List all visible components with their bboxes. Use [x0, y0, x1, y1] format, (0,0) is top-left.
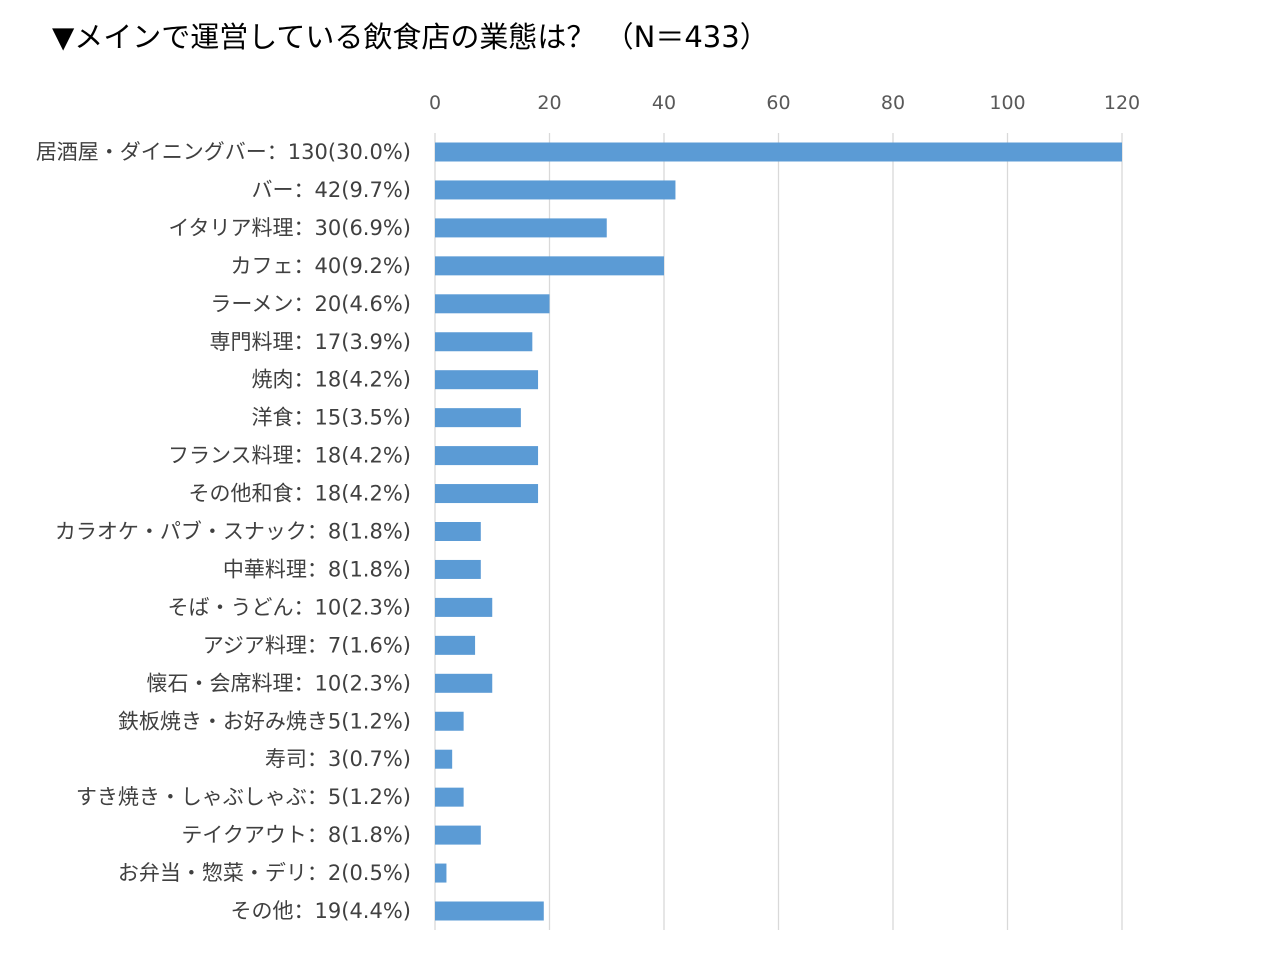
x-tick-label: 40: [652, 92, 676, 114]
bar-10: [435, 522, 481, 541]
category-label: 居酒屋・ダイニングバー：130(30.0%): [36, 140, 411, 164]
category-label: フランス料理：18(4.2%): [168, 444, 411, 468]
bar-6: [435, 370, 539, 390]
x-tick-label: 0: [429, 92, 441, 114]
x-tick-label: 120: [1104, 92, 1140, 114]
category-label: そば・うどん：10(2.3%): [168, 595, 411, 619]
bar-8: [435, 446, 539, 466]
chart-title: ▼メインで運営している飲食店の業態は？ （N＝433）: [52, 20, 769, 54]
category-label: 懐石・会席料理：10(2.3%): [147, 671, 411, 695]
bar-18: [435, 825, 481, 845]
category-label: 寿司：3(0.7%): [265, 747, 411, 771]
bar-2: [435, 218, 607, 238]
bar-11: [435, 559, 481, 579]
category-label: 洋食：15(3.5%): [252, 406, 411, 430]
bar-19: [435, 863, 447, 883]
bar-3: [435, 256, 664, 276]
bar-12: [435, 597, 493, 617]
category-label: アジア料理：7(1.6%): [203, 633, 411, 657]
category-label: バー：42(9.7%): [252, 178, 411, 202]
bar-7: [435, 408, 521, 428]
gridlines: [434, 133, 1123, 930]
category-label: カラオケ・パブ・スナック：8(1.8%): [55, 520, 411, 544]
bar-15: [435, 711, 464, 731]
bar-4: [435, 294, 550, 314]
category-label: お弁当・惣菜・デリ：2(0.5%): [118, 861, 411, 885]
category-label: 専門料理：17(3.9%): [210, 330, 411, 354]
bars: [435, 142, 1122, 921]
category-label: 中華料理：8(1.8%): [223, 557, 411, 581]
bar-17: [435, 787, 464, 807]
category-label: その他和食：18(4.2%): [189, 482, 411, 506]
category-label: ラーメン：20(4.6%): [210, 292, 411, 316]
bar-16: [435, 749, 453, 769]
category-label: その他：19(4.4%): [231, 899, 411, 923]
x-axis-ticks: 0 20 40 60 80 100 120: [429, 92, 1140, 114]
bar-5: [435, 332, 533, 352]
x-tick-label: 100: [989, 92, 1025, 114]
bar-20: [435, 901, 544, 921]
category-label: すき焼き・しゃぶしゃぶ：5(1.2%): [76, 785, 411, 809]
x-tick-label: 80: [881, 92, 905, 114]
x-tick-label: 20: [537, 92, 561, 114]
category-labels: 居酒屋・ダイニングバー：130(30.0%) バー：42(9.7%) イタリア料理：…: [36, 140, 411, 923]
category-label: 鉄板焼き・お好み焼き5(1.2%): [118, 709, 411, 733]
bar-9: [435, 484, 539, 504]
x-tick-label: 60: [766, 92, 790, 114]
category-label: テイクアウト：8(1.8%): [181, 823, 411, 847]
bar-13: [435, 635, 476, 655]
category-label: カフェ：40(9.2%): [231, 254, 411, 278]
bar-0: [435, 142, 1122, 162]
category-label: 焼肉：18(4.2%): [252, 368, 411, 392]
category-label: イタリア料理：30(6.9%): [168, 216, 411, 240]
bar-1: [435, 180, 676, 200]
bar-14: [435, 673, 493, 693]
